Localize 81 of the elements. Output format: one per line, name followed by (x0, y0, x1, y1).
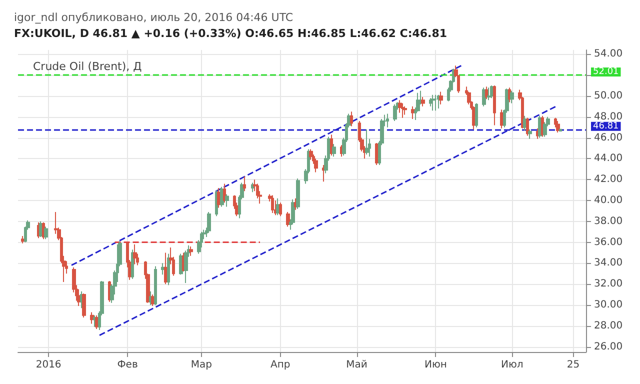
x-tick-label: Фев (117, 360, 138, 370)
x-tick-label: Мар (190, 360, 212, 370)
candlestick (274, 200, 277, 216)
candlestick (167, 253, 170, 286)
y-tick-label: 32.00 (594, 278, 623, 290)
y-tick-label: 28.00 (594, 320, 623, 332)
candlestick (421, 96, 425, 107)
y-tick-label: 30.00 (594, 299, 623, 310)
candlestick (93, 314, 96, 328)
candlestick (90, 312, 94, 324)
y-tick-label: 44.00 (594, 153, 623, 164)
y-tick-label: 36.00 (594, 236, 623, 248)
candlestick (271, 194, 274, 214)
candlestick (21, 236, 25, 244)
ref-line-label: 52.01 (593, 66, 619, 77)
candlestick (431, 94, 435, 112)
x-tick-label: Июн (424, 360, 447, 370)
candlestick (309, 148, 313, 160)
x-tick-label: Апр (270, 360, 290, 370)
candlestick (350, 111, 353, 127)
candlestick (528, 128, 532, 140)
candlestick (556, 120, 560, 134)
candlestick (330, 134, 333, 156)
candlestick (251, 182, 254, 193)
candlestick (434, 94, 437, 112)
candlestick (44, 226, 48, 240)
candlestick (482, 87, 486, 107)
candlestick (429, 98, 432, 107)
candlestick (291, 198, 295, 226)
candlestick (294, 198, 297, 210)
y-tick-label: 34.00 (594, 258, 623, 269)
candlestick (401, 102, 404, 118)
candlestick (314, 158, 318, 173)
candlestick (393, 104, 397, 122)
y-tick-label: 50.00 (594, 90, 623, 102)
candlestick (437, 94, 440, 110)
x-tick-label: 25 (566, 360, 580, 370)
y-tick-label: 40.00 (594, 194, 623, 206)
candlestick (386, 113, 389, 128)
candlestick (296, 178, 300, 210)
candlestick (133, 244, 137, 265)
x-tick-label: Май (346, 360, 368, 370)
candlestick (365, 128, 369, 155)
candlestick (131, 249, 134, 280)
x-tick-label: Июл (500, 360, 524, 370)
y-tick-label: 42.00 (594, 174, 623, 186)
y-tick-label: 46.00 (594, 132, 623, 144)
y-tick-label: 54.00 (594, 48, 623, 60)
candlestick (403, 106, 407, 116)
candlestick (243, 176, 246, 192)
candlestick (279, 202, 282, 217)
y-tick-label: 38.00 (594, 216, 623, 227)
candlestick (411, 106, 415, 120)
text: FX:UKOIL, D 46.81 ▲ +0.16 (+0.33%) O:46.65 H:46.85 L:46.62 C:46.81 (14, 27, 448, 40)
candlestick (223, 183, 226, 204)
candlestick (189, 246, 193, 256)
candlestick (149, 290, 152, 306)
candlestick (439, 91, 443, 105)
candlestick (225, 194, 229, 208)
candlestick (286, 211, 290, 228)
candlestick (154, 266, 157, 306)
x-tick-label: 2016 (36, 360, 62, 370)
candlestick (77, 288, 81, 307)
candlestick (487, 87, 491, 101)
text: Crude Oil (Brent), Д (33, 60, 142, 73)
candlestick (493, 85, 496, 126)
candlestick (510, 90, 514, 104)
ref-line-label: 46.81 (593, 121, 619, 132)
y-tick-label: 48.00 (594, 111, 623, 122)
candlestick (559, 128, 562, 132)
candlestick (475, 102, 478, 128)
candlestick (161, 262, 165, 276)
candlestick (164, 252, 167, 285)
candlestick (332, 144, 336, 158)
y-tick-label: 26.00 (594, 341, 623, 352)
candlestick (207, 211, 211, 234)
candlestick (485, 86, 488, 100)
candlestick (322, 164, 325, 182)
candlestick (82, 292, 86, 318)
candlestick (526, 117, 529, 136)
text: igor_ndl опубликовано, июль 20, 2016 04:46 UTC (14, 11, 294, 24)
